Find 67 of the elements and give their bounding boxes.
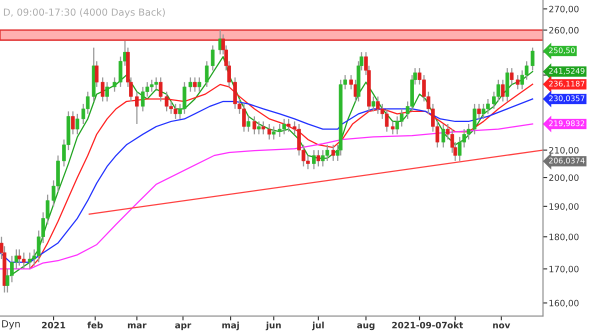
x-tick-label: aug (357, 323, 374, 330)
candlestick (257, 120, 261, 135)
candlestick (112, 76, 116, 92)
x-tick-label: feb (87, 322, 103, 328)
x-tick-label: nov (493, 323, 510, 328)
candlestick (441, 123, 446, 148)
y-tick-label: 170,00 (550, 266, 579, 274)
candlestick (286, 118, 290, 132)
x-tick-label: jul (312, 322, 324, 330)
candlestick (325, 144, 330, 162)
candlestick (372, 96, 376, 112)
candlestick (76, 113, 80, 135)
candlestick (390, 120, 395, 135)
text: D, 09:00-17:30 (4000 Days Back) (4, 8, 165, 18)
candlestick (204, 60, 209, 88)
candlestick (505, 67, 510, 102)
candlestick (278, 123, 282, 138)
text: Dyn (2, 320, 20, 330)
line-series (0, 123, 534, 270)
candlestick (100, 76, 104, 102)
candlestick (188, 76, 192, 92)
x-tick-label: 2021 (42, 322, 66, 328)
candlestick (272, 126, 276, 140)
candlestick (477, 103, 481, 120)
candlestick (516, 74, 520, 90)
candlestick (150, 79, 154, 92)
y-tick-label: 270,00 (549, 6, 579, 14)
x-tick-label: okt (448, 322, 464, 328)
candlestick (105, 82, 109, 102)
y-tick-label: 210,00 (549, 146, 579, 154)
candlestick (500, 79, 505, 102)
candlestick (118, 56, 122, 88)
candlestick (267, 123, 272, 140)
candlestick (154, 76, 158, 90)
y-tick-label: 180,00 (550, 234, 579, 242)
candlestick (316, 150, 320, 168)
candlestick (28, 252, 32, 270)
x-tick-label: maj (222, 322, 239, 330)
candlestick (158, 76, 163, 102)
candlestick (384, 108, 389, 132)
candlestick (312, 150, 316, 170)
y-tick-label: 190,00 (550, 203, 579, 211)
candlestick (193, 76, 197, 92)
candlestick (246, 116, 250, 132)
x-tick-label: apr (175, 323, 192, 330)
candlestick (22, 252, 26, 270)
candlestick (210, 44, 215, 72)
candlestick (395, 116, 400, 135)
candlestick (261, 120, 266, 135)
candlestick (510, 67, 514, 86)
line-series (29, 84, 534, 270)
y-tick-label: 200,00 (549, 174, 579, 182)
x-tick-label: mar (128, 323, 147, 328)
x-tick-label: 2021-09-07 (392, 322, 447, 328)
candlestick (198, 76, 202, 92)
candlestick (458, 136, 462, 162)
candlestick (472, 103, 476, 135)
x-tick-label: jun (266, 322, 281, 330)
candlestick (520, 70, 524, 90)
candlestick (252, 116, 256, 135)
candlestick (71, 110, 75, 135)
candlestick (530, 47, 534, 72)
candlestick (135, 91, 139, 125)
candlestick (140, 86, 145, 112)
y-tick-label: 160,00 (550, 300, 579, 308)
candlestick (331, 144, 336, 162)
y-tick-label: 260,00 (549, 26, 579, 34)
